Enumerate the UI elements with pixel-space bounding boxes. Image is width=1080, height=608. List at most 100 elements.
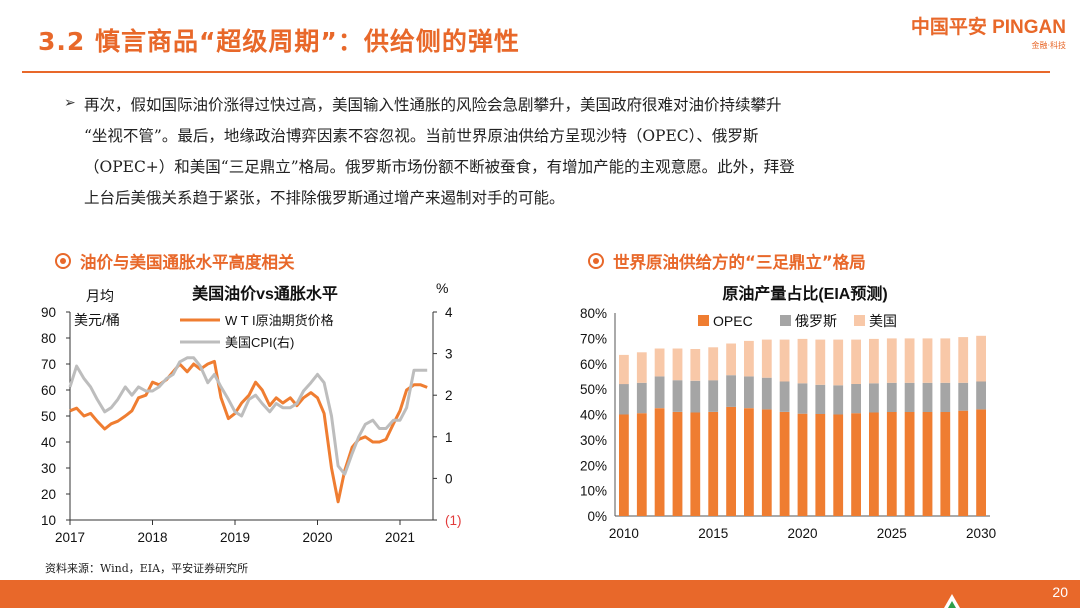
y-right-tick-label: 1 (445, 430, 453, 445)
x-tick-label: 2025 (877, 526, 907, 541)
x-tick-label: 2015 (698, 526, 728, 541)
legend-swatch (698, 315, 709, 326)
left-section-heading: 油价与美国通胀水平高度相关 (80, 253, 295, 272)
wti-price-line (69, 359, 428, 504)
russia-bar (904, 382, 915, 412)
logo-main-text: 中国平安 PINGAN (910, 17, 1066, 38)
y-right-tick-label: 4 (445, 305, 453, 320)
opec-bar (869, 412, 879, 516)
russia-bar (815, 384, 826, 414)
us-bar (940, 338, 951, 383)
russia-bar (922, 382, 933, 412)
opec-bar (726, 406, 736, 516)
y-tick-label: 50% (580, 382, 607, 397)
opec-bar (690, 412, 701, 516)
footer-bar (0, 580, 1080, 608)
x-tick-label: 2021 (385, 530, 415, 545)
chart-legend: OPEC 俄罗斯 美国 (698, 313, 897, 329)
us-bar (815, 339, 826, 385)
chart-title: 原油产量占比(EIA预测) (722, 284, 887, 303)
bullet-line: “坐视不管”。最后，地缘政治博弈因素不容忽视。当前世界原油供给方呈现沙特（OPE… (84, 127, 759, 145)
russia-bar (690, 380, 701, 413)
y-right-tick-label: 2 (445, 388, 453, 403)
y-right-tick-label: 3 (445, 347, 453, 362)
us-bar (922, 338, 933, 383)
y-tick-label: 80% (580, 306, 607, 321)
us-bar (744, 340, 754, 377)
opec-bar (815, 414, 826, 516)
legend-swatch (854, 315, 865, 326)
y-tick-label: 0% (587, 509, 607, 524)
y-left-tick-label: 70 (41, 357, 56, 372)
opec-bar (797, 413, 808, 516)
x-tick-label: 2017 (55, 530, 85, 545)
x-tick-label: 2020 (302, 530, 332, 545)
legend-label: 美国CPI(右) (225, 335, 294, 350)
us-bar (886, 338, 897, 383)
us-bar (619, 354, 629, 385)
page-title: 3.2 慎言商品“超级周期”：供给侧的弹性 (38, 27, 520, 56)
opec-bar (904, 412, 915, 516)
russia-bar (636, 382, 647, 414)
russia-bar (940, 382, 951, 412)
russia-bar (869, 383, 879, 413)
axes-group: 80% 70% 60% 50% 40% 30% 20% 10% 0%2010 2015 2020 20… (580, 306, 996, 541)
russia-bar (958, 382, 969, 411)
x-tick-label: 2030 (966, 526, 996, 541)
y-tick-label: 70% (580, 331, 607, 346)
legend-label: 美国 (869, 313, 897, 329)
us-bar (726, 343, 736, 376)
russia-bar (672, 380, 683, 412)
title-divider (22, 71, 1050, 73)
y-left-tick-label: 30 (41, 461, 56, 476)
y-left-tick-label: 10 (41, 513, 56, 528)
legend-label: OPEC (713, 313, 753, 329)
us-bar (708, 347, 719, 381)
opec-bar (744, 408, 754, 516)
y-left-tick-label: 60 (41, 383, 56, 398)
target-icon (588, 253, 604, 269)
y-tick-label: 30% (580, 433, 607, 448)
us-bar (690, 349, 701, 381)
y-left-tick-label: 80 (41, 331, 56, 346)
opec-bar (958, 410, 969, 516)
y-left-label-1: 月均 (86, 288, 114, 304)
opec-bar (833, 414, 844, 516)
us-bar (761, 339, 772, 378)
russia-bar (761, 377, 772, 410)
legend-swatch (780, 315, 791, 326)
russia-bar (851, 384, 861, 414)
russia-bar (886, 382, 897, 412)
y-tick-label: 40% (580, 408, 607, 423)
series-lines (68, 356, 428, 504)
opec-bar (976, 409, 986, 516)
y-left-tick-label: 50 (41, 409, 56, 424)
y-left-tick-label: 90 (41, 305, 56, 320)
russia-bar (797, 383, 808, 414)
us-bar (851, 339, 861, 384)
opec-bar (708, 412, 719, 516)
russia-bar (619, 384, 629, 415)
legend-label: 俄罗斯 (795, 313, 837, 329)
legend-label: W T I原油期货价格 (225, 313, 334, 328)
page-number: 20 (1052, 584, 1068, 600)
bullet-line: （OPEC+）和美国“三足鼎立”格局。俄罗斯市场份额不断被蚕食，有增加产能的主观… (84, 158, 795, 176)
us-bar (779, 339, 790, 382)
opec-bar (636, 413, 647, 516)
us-bar (672, 348, 683, 381)
russia-bar (779, 381, 790, 412)
y-tick-label: 10% (580, 484, 607, 499)
us-bar (958, 337, 969, 383)
source-note: 资料来源：Wind，EIA，平安证券研究所 (45, 562, 249, 575)
right-section-heading: 世界原油供给方的“三足鼎立”格局 (613, 253, 866, 272)
russia-bar (654, 376, 665, 409)
x-tick-label: 2010 (609, 526, 639, 541)
us-bar (797, 338, 808, 384)
opec-bar (779, 412, 790, 516)
us-bar (636, 352, 647, 383)
y-tick-label: 20% (580, 458, 607, 473)
us-bar (833, 339, 844, 386)
oil-cpi-line-chart: 美国油价vs通胀水平 月均 美元/桶 % 9080706050403020104… (41, 280, 462, 545)
